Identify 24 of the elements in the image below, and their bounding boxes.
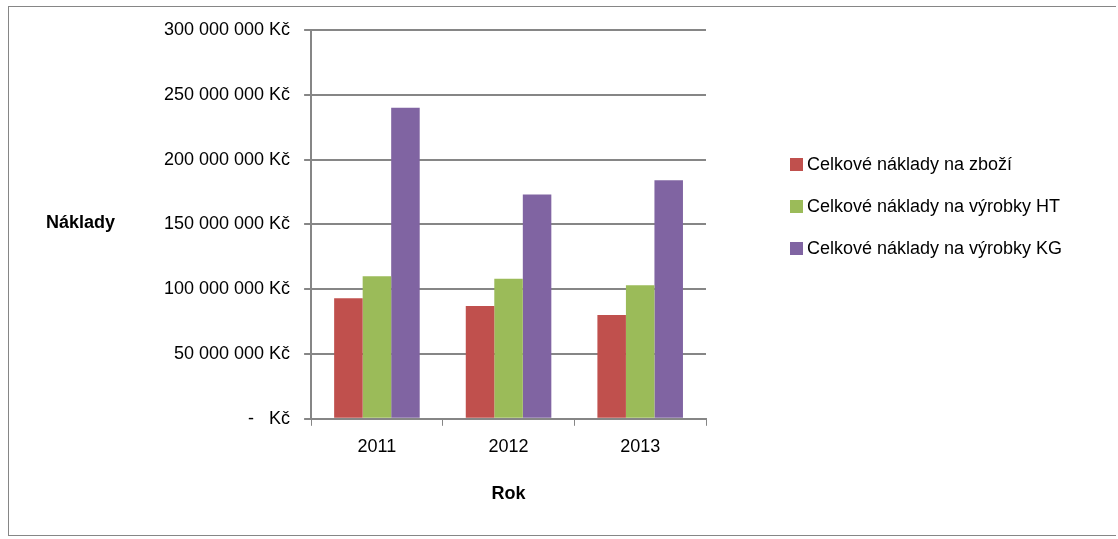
bar (654, 180, 683, 418)
x-axis-title: Rok (491, 483, 527, 504)
bar (334, 298, 363, 418)
bar (494, 278, 523, 418)
y-axis-title: Náklady (46, 212, 116, 233)
y-tick-label: 50 000 000 Kč (174, 342, 291, 363)
y-tick-label: 300 000 000 Kč (164, 18, 291, 39)
y-tick-label: 150 000 000 Kč (164, 213, 291, 234)
y-tick-label: 250 000 000 Kč (164, 83, 291, 104)
x-tick-label: 2013 (620, 435, 661, 456)
y-tick-label: 200 000 000 Kč (164, 148, 291, 169)
y-tick-label: 100 000 000 Kč (164, 278, 291, 299)
y-tick-label: - Kč (248, 407, 291, 428)
legend-label: Celkové náklady na výrobky KG (807, 237, 1063, 260)
legend-label: Celkové náklady na zboží (807, 153, 1013, 176)
legend-label: Celkové náklady na výrobky HT (807, 195, 1061, 218)
x-tick-label: 2012 (488, 435, 529, 456)
x-tick-label: 2011 (357, 435, 397, 456)
bar (625, 285, 655, 418)
bar (522, 194, 552, 418)
bar (465, 306, 495, 418)
bar (362, 276, 392, 418)
bar (391, 107, 420, 418)
bar (597, 315, 626, 418)
